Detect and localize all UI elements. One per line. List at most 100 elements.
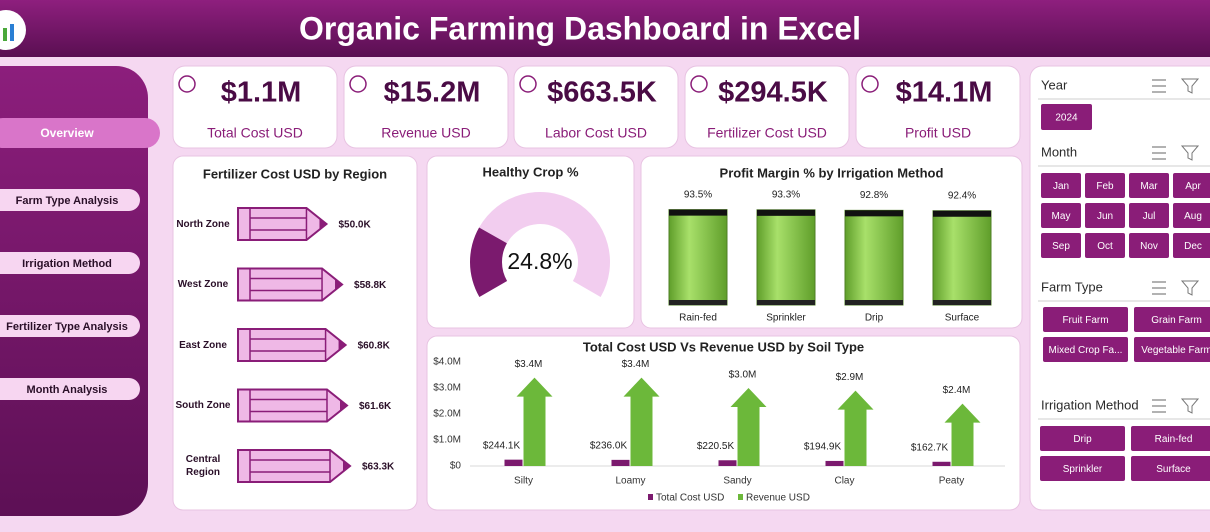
data-label: $2.4M — [943, 385, 971, 396]
slicer-item[interactable] — [1085, 173, 1125, 198]
pencil-stripe — [249, 329, 327, 361]
slicer-title: Irrigation Method — [1041, 397, 1139, 412]
slicer-item-label[interactable]: Jun — [1097, 211, 1113, 222]
slicer-item-label[interactable]: Sep — [1052, 241, 1070, 252]
slicer-item-label[interactable]: Jul — [1143, 211, 1156, 222]
slicer-item[interactable] — [1041, 203, 1081, 228]
slicer-item-label[interactable]: Fruit Farm — [1062, 315, 1108, 326]
nav-button-label[interactable]: Irrigation Method — [22, 258, 112, 270]
y-tick-label: West Zone — [177, 279, 229, 290]
nav-button[interactable] — [0, 315, 140, 337]
kpi-card — [855, 65, 1021, 149]
multi-select-icon[interactable] — [1152, 399, 1166, 413]
slicer-item-label[interactable]: Oct — [1097, 241, 1113, 252]
slicer-item[interactable] — [1041, 173, 1081, 198]
data-label: $3.4M — [515, 359, 543, 370]
bar-cap — [933, 300, 991, 305]
slicer-item[interactable] — [1134, 337, 1210, 362]
slicer-item-label[interactable]: Mixed Crop Fa... — [1049, 345, 1123, 356]
multi-select-icon[interactable] — [1152, 79, 1166, 93]
slicer-item-label[interactable]: Dec — [1184, 241, 1202, 252]
clear-filter-icon[interactable] — [1180, 78, 1200, 94]
slicer-item[interactable] — [1173, 233, 1210, 258]
slicer-item[interactable] — [1040, 426, 1125, 451]
y-tick-label: Central Region — [185, 454, 221, 478]
slicer-item[interactable] — [1085, 233, 1125, 258]
data-label: 93.5% — [684, 189, 712, 200]
bar — [504, 459, 523, 466]
data-label: $61.6K — [359, 401, 392, 412]
slicer-item-label[interactable]: Mar — [1140, 181, 1158, 192]
slicer-item-label[interactable]: Grain Farm — [1151, 315, 1202, 326]
slicer-item[interactable] — [1041, 104, 1092, 130]
kpi-icon — [690, 75, 708, 93]
kpi-label: Labor Cost USD — [545, 125, 647, 141]
slicer-item-label[interactable]: Aug — [1184, 211, 1202, 222]
nav-button-label[interactable]: Overview — [40, 126, 94, 140]
slicer-item[interactable] — [1131, 426, 1210, 451]
bar — [718, 460, 737, 466]
slicer-item-label[interactable]: 2024 — [1055, 113, 1078, 124]
multi-select-icon[interactable] — [1152, 146, 1166, 160]
y-tick-label: $3.0M — [433, 383, 461, 394]
slicer-item-label[interactable]: Drip — [1073, 434, 1092, 445]
bar — [932, 461, 951, 466]
bar-cap — [757, 209, 815, 216]
y-tick-label: North Zone — [176, 218, 230, 230]
slicer-item[interactable] — [1129, 233, 1169, 258]
nav-button[interactable] — [0, 252, 140, 274]
nav-button-label[interactable]: Fertilizer Type Analysis — [6, 321, 128, 333]
clear-filter-icon[interactable] — [1180, 145, 1200, 161]
data-label: $2.9M — [836, 372, 864, 383]
nav-button-label[interactable]: Farm Type Analysis — [16, 195, 119, 207]
arrow-bar — [944, 403, 981, 466]
slicer-item-label[interactable]: Feb — [1096, 181, 1114, 192]
slicer-item-label[interactable]: Apr — [1185, 181, 1201, 192]
slicer-item[interactable] — [1041, 233, 1081, 258]
clear-filter-icon[interactable] — [1180, 280, 1200, 296]
slicer-item[interactable] — [1040, 456, 1125, 481]
slicer-item[interactable] — [1043, 337, 1128, 362]
slicer-item-label[interactable]: Jan — [1053, 181, 1069, 192]
slicer-item-label[interactable]: Rain-fed — [1155, 434, 1193, 445]
pencil-bar — [237, 388, 349, 423]
slicer-item[interactable] — [1129, 203, 1169, 228]
slicer-item[interactable] — [1173, 173, 1210, 198]
kpi-icon — [519, 75, 537, 93]
legend-swatch — [738, 494, 743, 500]
slicer-item-label[interactable]: May — [1052, 211, 1071, 222]
nav-button[interactable] — [0, 189, 140, 211]
slicer-item-label[interactable]: Nov — [1140, 241, 1158, 252]
x-tick-label: Rain-fed — [679, 313, 717, 324]
slicer-item[interactable] — [1134, 307, 1210, 332]
nav-panel — [0, 66, 148, 516]
data-label: 92.8% — [860, 190, 888, 201]
x-tick-label: Sandy — [723, 476, 751, 487]
nav-button-label[interactable]: Month Analysis — [27, 384, 108, 396]
nav-button[interactable] — [0, 378, 140, 400]
slicer-item[interactable] — [1173, 203, 1210, 228]
slicer-item[interactable] — [1129, 173, 1169, 198]
slicer-item-label[interactable]: Vegetable Farm — [1141, 345, 1210, 356]
nav-button[interactable] — [0, 118, 160, 148]
data-label: $162.7K — [911, 442, 949, 453]
slicer-item[interactable] — [1131, 456, 1210, 481]
pencil-stripe — [249, 450, 331, 482]
multi-select-icon[interactable] — [1152, 281, 1166, 295]
arrow-bar — [623, 377, 660, 466]
slicer-item-label[interactable]: Sprinkler — [1063, 464, 1103, 475]
data-label: $194.9K — [804, 442, 842, 453]
slicer-item-label[interactable]: Surface — [1156, 464, 1191, 475]
slicer-item[interactable] — [1043, 307, 1128, 332]
data-label: $244.1K — [483, 440, 521, 451]
kpi-value: $1.1M — [221, 77, 302, 109]
slicer-item[interactable] — [1085, 203, 1125, 228]
pencil-bar — [237, 328, 348, 362]
bar-cap — [669, 300, 727, 305]
y-tick-label-box: West Zone — [177, 279, 229, 290]
data-label: 93.3% — [772, 189, 800, 200]
bar — [844, 209, 904, 306]
clear-filter-icon[interactable] — [1180, 398, 1200, 414]
donut-label: 24.8% — [507, 248, 572, 274]
